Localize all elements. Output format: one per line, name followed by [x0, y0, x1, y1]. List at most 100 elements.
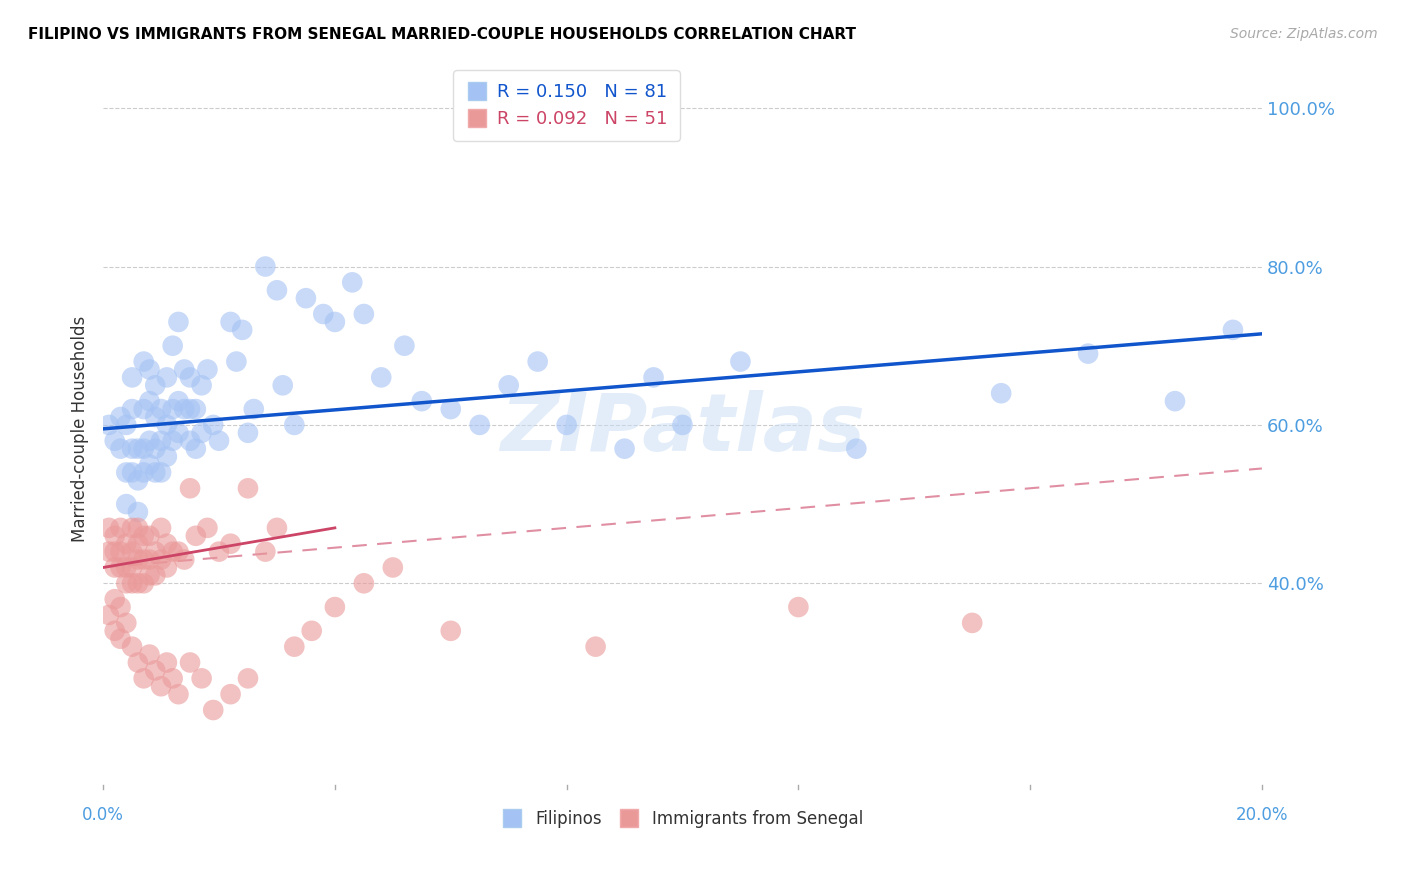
- Point: [115, 560, 138, 574]
- Point: [104, 434, 127, 448]
- Point: [150, 521, 173, 535]
- Point: [730, 354, 752, 368]
- Point: [121, 466, 143, 480]
- Point: [381, 560, 404, 574]
- Point: [266, 521, 288, 535]
- Point: [156, 537, 179, 551]
- Point: [202, 703, 225, 717]
- Point: [370, 370, 392, 384]
- Point: [115, 466, 138, 480]
- Point: [1164, 394, 1187, 409]
- Point: [110, 521, 132, 535]
- Point: [138, 568, 160, 582]
- Point: [127, 521, 149, 535]
- Point: [179, 370, 201, 384]
- Point: [156, 370, 179, 384]
- Point: [197, 362, 219, 376]
- Point: [411, 394, 433, 409]
- Point: [323, 315, 346, 329]
- Point: [132, 576, 155, 591]
- Point: [167, 687, 190, 701]
- Point: [110, 544, 132, 558]
- Point: [173, 362, 195, 376]
- Point: [254, 544, 277, 558]
- Point: [283, 417, 305, 432]
- Point: [184, 529, 207, 543]
- Point: [104, 592, 127, 607]
- Text: ZIPatlas: ZIPatlas: [501, 390, 865, 468]
- Point: [225, 354, 247, 368]
- Point: [132, 529, 155, 543]
- Point: [138, 458, 160, 472]
- Point: [236, 481, 259, 495]
- Point: [162, 339, 184, 353]
- Point: [143, 442, 166, 456]
- Point: [254, 260, 277, 274]
- Point: [121, 521, 143, 535]
- Point: [1222, 323, 1244, 337]
- Point: [555, 417, 578, 432]
- Point: [115, 537, 138, 551]
- Point: [110, 600, 132, 615]
- Text: 20.0%: 20.0%: [1236, 805, 1288, 824]
- Point: [295, 291, 318, 305]
- Point: [143, 378, 166, 392]
- Point: [127, 474, 149, 488]
- Point: [150, 434, 173, 448]
- Point: [179, 481, 201, 495]
- Point: [121, 402, 143, 417]
- Point: [162, 434, 184, 448]
- Point: [266, 283, 288, 297]
- Point: [190, 378, 212, 392]
- Point: [162, 402, 184, 417]
- Point: [179, 402, 201, 417]
- Point: [127, 442, 149, 456]
- Point: [208, 544, 231, 558]
- Point: [132, 671, 155, 685]
- Point: [394, 339, 416, 353]
- Point: [104, 544, 127, 558]
- Point: [156, 560, 179, 574]
- Point: [121, 640, 143, 654]
- Point: [127, 505, 149, 519]
- Point: [115, 576, 138, 591]
- Point: [115, 417, 138, 432]
- Point: [138, 394, 160, 409]
- Point: [236, 425, 259, 440]
- Point: [283, 640, 305, 654]
- Point: [150, 402, 173, 417]
- Point: [167, 425, 190, 440]
- Point: [143, 664, 166, 678]
- Point: [787, 600, 810, 615]
- Point: [138, 648, 160, 662]
- Point: [132, 354, 155, 368]
- Point: [173, 552, 195, 566]
- Point: [440, 402, 463, 417]
- Point: [150, 466, 173, 480]
- Point: [127, 537, 149, 551]
- Point: [190, 671, 212, 685]
- Point: [143, 544, 166, 558]
- Point: [121, 576, 143, 591]
- Point: [138, 529, 160, 543]
- Point: [97, 607, 120, 622]
- Point: [121, 544, 143, 558]
- Point: [115, 497, 138, 511]
- Point: [104, 624, 127, 638]
- Point: [353, 576, 375, 591]
- Point: [585, 640, 607, 654]
- Legend: Filipinos, Immigrants from Senegal: Filipinos, Immigrants from Senegal: [495, 804, 870, 835]
- Point: [110, 632, 132, 646]
- Point: [312, 307, 335, 321]
- Point: [143, 409, 166, 424]
- Point: [143, 466, 166, 480]
- Point: [179, 434, 201, 448]
- Point: [104, 529, 127, 543]
- Point: [179, 656, 201, 670]
- Point: [121, 560, 143, 574]
- Point: [127, 552, 149, 566]
- Point: [138, 434, 160, 448]
- Point: [242, 402, 264, 417]
- Point: [208, 434, 231, 448]
- Point: [498, 378, 520, 392]
